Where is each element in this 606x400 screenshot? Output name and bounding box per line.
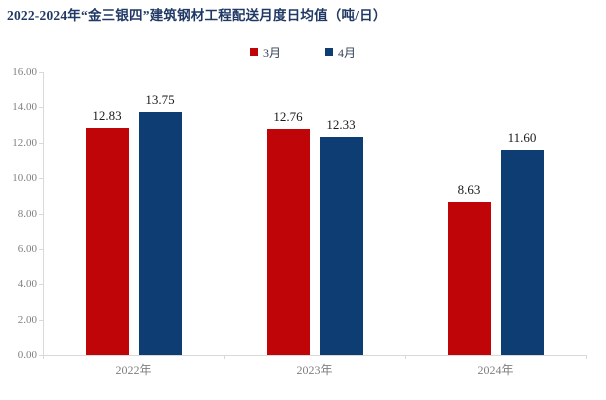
y-tick-mark xyxy=(39,355,43,356)
x-tick-mark xyxy=(586,355,587,359)
bar-4月-2024年 xyxy=(500,149,544,355)
y-tick-mark xyxy=(39,319,43,321)
bar-4月-2022年 xyxy=(138,111,182,355)
x-tick-mark xyxy=(224,355,225,359)
bar-4月-2023年 xyxy=(319,136,363,355)
bar-3月-2024年 xyxy=(447,202,491,355)
bar-value-label: 12.83 xyxy=(92,108,122,124)
bar-value-label: 12.33 xyxy=(326,116,356,132)
y-tick-mark xyxy=(39,142,43,144)
y-tick-mark xyxy=(39,107,43,109)
bar-3月-2023年 xyxy=(266,129,310,355)
legend-label-march: 3月 xyxy=(262,45,281,60)
y-tick-label: 6.00 xyxy=(17,242,37,255)
x-category-label: 2024年 xyxy=(477,363,514,377)
y-tick-label: 12.00 xyxy=(12,136,37,149)
x-category-label: 2023年 xyxy=(296,363,333,377)
y-tick-label: 10.00 xyxy=(12,172,37,185)
y-tick-label: 14.00 xyxy=(12,101,37,114)
x-tick-mark xyxy=(43,355,44,359)
y-axis-line xyxy=(43,72,44,355)
y-tick-mark xyxy=(39,178,43,180)
bar-value-label: 11.60 xyxy=(507,129,537,145)
y-tick-mark xyxy=(39,213,43,215)
y-tick-label: 2.00 xyxy=(17,313,37,326)
y-tick-label: 4.00 xyxy=(17,278,37,291)
april-swatch-icon xyxy=(325,48,333,56)
y-tick-mark xyxy=(39,248,43,250)
legend-item-april[interactable]: 4月 xyxy=(325,44,356,61)
bar-3月-2022年 xyxy=(85,128,129,355)
legend: 3月 4月 xyxy=(0,44,606,60)
y-tick-label: 16.00 xyxy=(12,66,37,78)
x-category-label: 2022年 xyxy=(115,363,152,377)
legend-item-march[interactable]: 3月 xyxy=(249,44,281,61)
bar-value-label: 13.75 xyxy=(145,91,175,107)
bar-value-label: 8.63 xyxy=(457,182,481,198)
bar-value-label: 12.76 xyxy=(273,109,303,125)
y-tick-mark xyxy=(39,72,43,73)
y-tick-label: 8.00 xyxy=(17,207,37,220)
y-tick-mark xyxy=(39,284,43,286)
x-axis-line xyxy=(43,355,587,356)
chart-title: 2022-2024年“金三银四”建筑钢材工程配送月度日均值（吨/日） xyxy=(7,8,387,23)
march-swatch-icon xyxy=(249,48,258,56)
y-tick-label: 0.00 xyxy=(17,349,37,361)
x-tick-mark xyxy=(405,355,406,359)
legend-label-april: 4月 xyxy=(338,45,357,60)
